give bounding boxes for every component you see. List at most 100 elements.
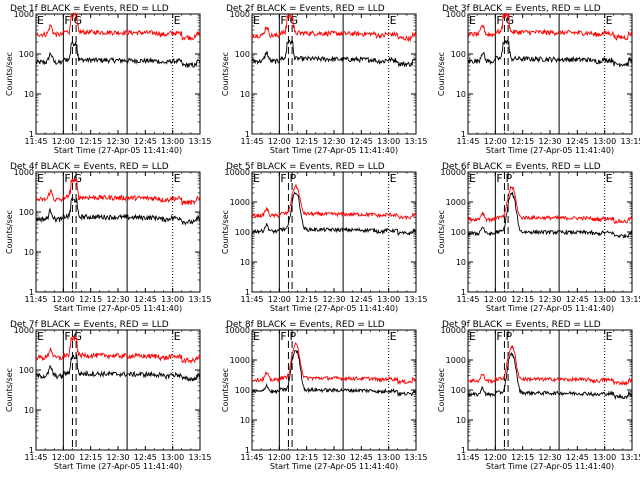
x-tick-label: 13:15 <box>188 295 211 304</box>
x-tick-label: 11:45 <box>24 295 47 304</box>
x-tick-label: 12:00 <box>52 295 75 304</box>
plot-frame <box>467 13 633 135</box>
x-tick-label: 12:00 <box>52 453 75 462</box>
y-tick-label: 1 <box>461 130 466 139</box>
x-tick-label: 13:15 <box>404 137 427 146</box>
y-tick-label: 1000 <box>14 168 34 177</box>
series-line-events <box>251 38 417 68</box>
series-line-lld <box>251 184 416 220</box>
marker-label: E <box>606 172 613 185</box>
x-tick-label: 13:15 <box>620 137 640 146</box>
marker-label: F <box>280 330 286 343</box>
y-tick-label: 1 <box>245 446 250 455</box>
y-axis-label: Counts/sec <box>221 368 230 412</box>
marker-label: E <box>606 14 613 27</box>
x-tick-label: 12:00 <box>268 453 291 462</box>
series-line-lld <box>35 334 201 365</box>
panel-title: Det 2f BLACK = Events, RED = LLD <box>226 4 385 14</box>
marker-label: P <box>505 172 512 185</box>
marker-label: P <box>289 172 296 185</box>
marker-label: F <box>64 330 70 343</box>
marker-label: F <box>64 14 70 27</box>
y-tick-label: 1 <box>461 446 466 455</box>
x-tick-label: 12:15 <box>295 137 318 146</box>
y-tick-label: 1 <box>29 130 34 139</box>
x-tick-label: 11:45 <box>456 453 479 462</box>
series-line-events <box>467 352 633 401</box>
x-tick-label: 12:15 <box>79 453 102 462</box>
series-line-lld <box>251 13 417 43</box>
x-tick-label: 11:45 <box>240 137 263 146</box>
marker-label: E <box>253 330 260 343</box>
marker-label: E <box>174 330 181 343</box>
x-tick-label: 12:45 <box>350 295 373 304</box>
y-tick-label: 1000 <box>230 10 250 19</box>
x-tick-label: 12:15 <box>511 295 534 304</box>
y-tick-label: 10000 <box>225 326 250 335</box>
series-line-events <box>35 353 201 382</box>
y-tick-label: 100 <box>451 386 466 395</box>
series-line-events <box>35 39 201 68</box>
y-tick-label: 10 <box>456 416 466 425</box>
panel-title: Det 1f BLACK = Events, RED = LLD <box>10 4 169 14</box>
y-tick-label: 10 <box>24 406 34 415</box>
marker-label: E <box>469 330 476 343</box>
x-axis-label: Start Time (27-Apr-05 11:41:40) <box>54 462 182 471</box>
y-axis-label: Counts/sec <box>5 52 14 96</box>
marker-label: F <box>280 14 286 27</box>
marker-label: P <box>505 330 512 343</box>
series-line-events <box>467 191 633 239</box>
series-line-lld <box>467 185 633 224</box>
marker-label: F <box>280 172 286 185</box>
x-tick-label: 13:15 <box>620 295 640 304</box>
x-tick-label: 12:00 <box>52 137 75 146</box>
x-tick-label: 13:15 <box>404 295 427 304</box>
panel-det-1: Det 1f BLACK = Events, RED = LLD 1 10 100 10… <box>5 4 212 155</box>
x-tick-label: 13:00 <box>377 137 400 146</box>
marker-label: F <box>496 14 502 27</box>
marker-label: E <box>37 14 44 27</box>
x-tick-label: 12:30 <box>322 453 345 462</box>
x-tick-label: 12:45 <box>134 453 157 462</box>
y-tick-label: 10 <box>456 258 466 267</box>
x-tick-label: 11:45 <box>240 295 263 304</box>
panel-title: Det 4f BLACK = Events, RED = LLD <box>10 162 169 172</box>
panel-title: Det 9f BLACK = Events, RED = LLD <box>442 320 601 330</box>
y-axis-label: Counts/sec <box>5 368 14 412</box>
y-tick-label: 10 <box>24 90 34 99</box>
marker-label: E <box>37 330 44 343</box>
panel-title: Det 8f BLACK = Events, RED = LLD <box>226 320 385 330</box>
x-tick-label: 13:00 <box>377 295 400 304</box>
x-axis-label: Start Time (27-Apr-05 11:41:40) <box>54 146 182 155</box>
marker-label: E <box>253 172 260 185</box>
y-axis-label: Counts/sec <box>221 210 230 254</box>
y-tick-label: 10 <box>24 248 34 257</box>
series-line-events <box>251 191 417 237</box>
marker-label: F <box>496 172 502 185</box>
panel-det-6: Det 6f BLACK = Events, RED = LLD 1 10 100 10… <box>437 162 640 313</box>
x-tick-label: 12:00 <box>484 137 507 146</box>
x-tick-label: 13:00 <box>593 453 616 462</box>
y-tick-label: 1 <box>29 288 34 297</box>
x-tick-label: 13:00 <box>593 137 616 146</box>
x-tick-label: 11:45 <box>240 453 263 462</box>
y-axis-label: Counts/sec <box>5 210 14 254</box>
x-tick-label: 13:00 <box>593 295 616 304</box>
marker-label: E <box>390 14 397 27</box>
panel-det-3: Det 3f BLACK = Events, RED = LLD 1 10 100 10… <box>437 4 640 155</box>
series-line-lld <box>251 342 417 386</box>
x-tick-label: 12:45 <box>134 295 157 304</box>
marker-label: E <box>469 172 476 185</box>
x-tick-label: 11:45 <box>24 453 47 462</box>
panel-det-5: Det 5f BLACK = Events, RED = LLD 1 10 100 10… <box>221 162 428 313</box>
x-tick-label: 13:00 <box>161 137 184 146</box>
plot-frame <box>35 329 201 451</box>
x-tick-label: 12:30 <box>538 137 561 146</box>
y-tick-label: 1000 <box>230 356 250 365</box>
x-tick-label: 11:45 <box>456 295 479 304</box>
panel-title: Det 7f BLACK = Events, RED = LLD <box>10 320 169 330</box>
series-line-events <box>251 349 417 397</box>
x-tick-label: 13:00 <box>161 453 184 462</box>
x-tick-label: 13:15 <box>404 453 427 462</box>
y-tick-label: 100 <box>451 50 466 59</box>
